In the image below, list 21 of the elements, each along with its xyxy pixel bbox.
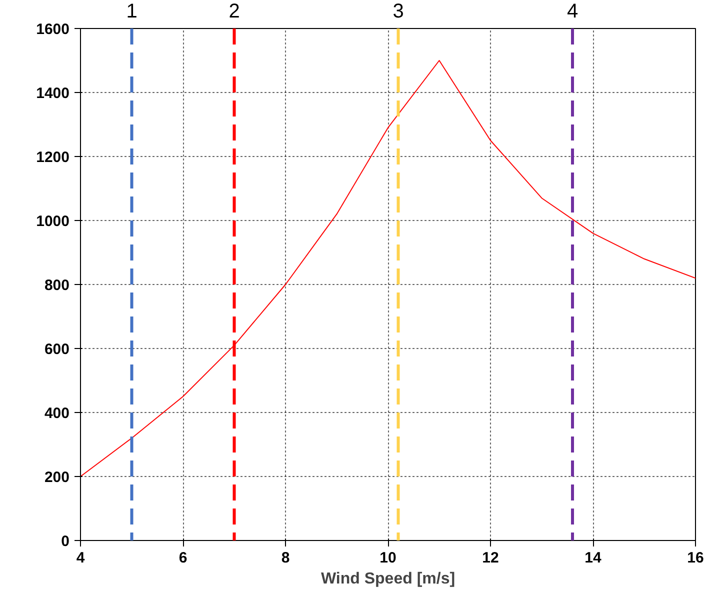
- y-tick-label: 1400: [36, 85, 70, 102]
- y-tick-label: 200: [44, 469, 70, 486]
- y-tick-label: 0: [61, 533, 70, 550]
- y-tick-label: 1000: [36, 213, 70, 230]
- x-tick-label: 14: [584, 550, 602, 566]
- annotation: 2: [228, 0, 240, 22]
- y-tick-label: 1200: [36, 149, 70, 166]
- x-tick-label: 12: [482, 550, 499, 566]
- y-tick-label: 400: [44, 405, 70, 422]
- annotation: 4: [566, 0, 578, 22]
- x-tick-label: 4: [76, 550, 86, 566]
- x-tick-label: 16: [687, 550, 704, 566]
- x-tick-label: 6: [178, 550, 188, 566]
- y-tick-label: 800: [44, 277, 70, 294]
- annotation: 1: [126, 0, 138, 22]
- x-axis-title: Wind Speed [m/s]: [320, 570, 456, 588]
- x-tick-label: 10: [380, 550, 396, 566]
- annotation: 3: [392, 0, 404, 22]
- x-tick-label: 8: [281, 550, 290, 566]
- y-tick-label: 1600: [36, 21, 70, 38]
- y-tick-label: 600: [44, 341, 70, 358]
